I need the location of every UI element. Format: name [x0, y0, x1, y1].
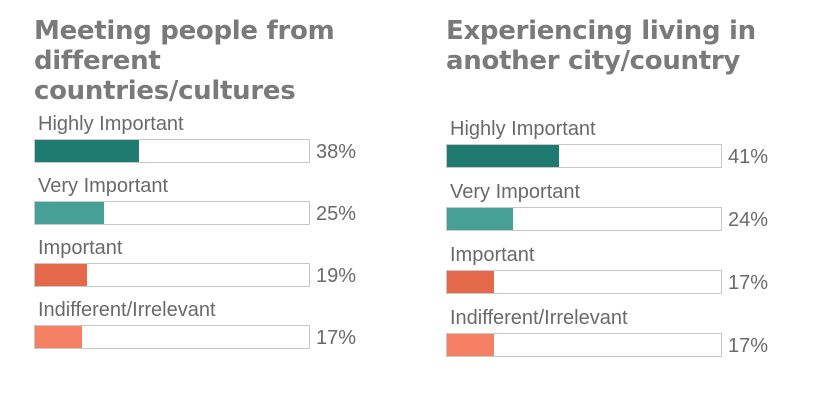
bar-track	[34, 263, 310, 287]
bar-track	[446, 207, 722, 231]
chart-living-abroad: Experiencing living in another city/coun…	[446, 0, 836, 401]
bar	[447, 271, 494, 293]
value-label: 17%	[728, 272, 769, 294]
bar	[447, 208, 513, 230]
chart-title: Experiencing living in another city/coun…	[446, 16, 756, 76]
bar-row: Very Important 24%	[446, 181, 836, 241]
bar	[447, 334, 494, 356]
bar-row: Very Important 25%	[34, 175, 424, 235]
chart-meeting-people: Meeting people from different countries/…	[34, 0, 424, 401]
bar-track	[34, 201, 310, 225]
category-label: Very Important	[450, 181, 581, 203]
bar-row: Important 19%	[34, 237, 424, 297]
category-label: Indifferent/Irrelevant	[38, 299, 216, 321]
category-label: Important	[38, 237, 123, 259]
category-label: Highly Important	[450, 118, 596, 140]
value-label: 17%	[316, 327, 357, 349]
category-label: Highly Important	[38, 113, 184, 135]
bar-track	[446, 144, 722, 168]
bar-row: Indifferent/Irrelevant 17%	[446, 307, 836, 367]
bar-row: Highly Important 38%	[34, 113, 424, 173]
bar	[35, 140, 140, 162]
value-label: 41%	[728, 146, 769, 168]
category-label: Very Important	[38, 175, 169, 197]
value-label: 19%	[316, 265, 357, 287]
category-label: Important	[450, 244, 535, 266]
bar	[35, 202, 104, 224]
bar-row: Highly Important 41%	[446, 118, 836, 178]
bar-row: Important 17%	[446, 244, 836, 304]
bar-track	[34, 325, 310, 349]
bar	[35, 326, 82, 348]
chart-title: Meeting people from different countries/…	[34, 16, 335, 106]
bar-track	[34, 139, 310, 163]
bar-track	[446, 270, 722, 294]
value-label: 25%	[316, 203, 357, 225]
value-label: 17%	[728, 335, 769, 357]
bar	[35, 264, 88, 286]
category-label: Indifferent/Irrelevant	[450, 307, 628, 329]
value-label: 38%	[316, 141, 357, 163]
bar-row: Indifferent/Irrelevant 17%	[34, 299, 424, 359]
bar	[447, 145, 560, 167]
value-label: 24%	[728, 209, 769, 231]
bar-track	[446, 333, 722, 357]
